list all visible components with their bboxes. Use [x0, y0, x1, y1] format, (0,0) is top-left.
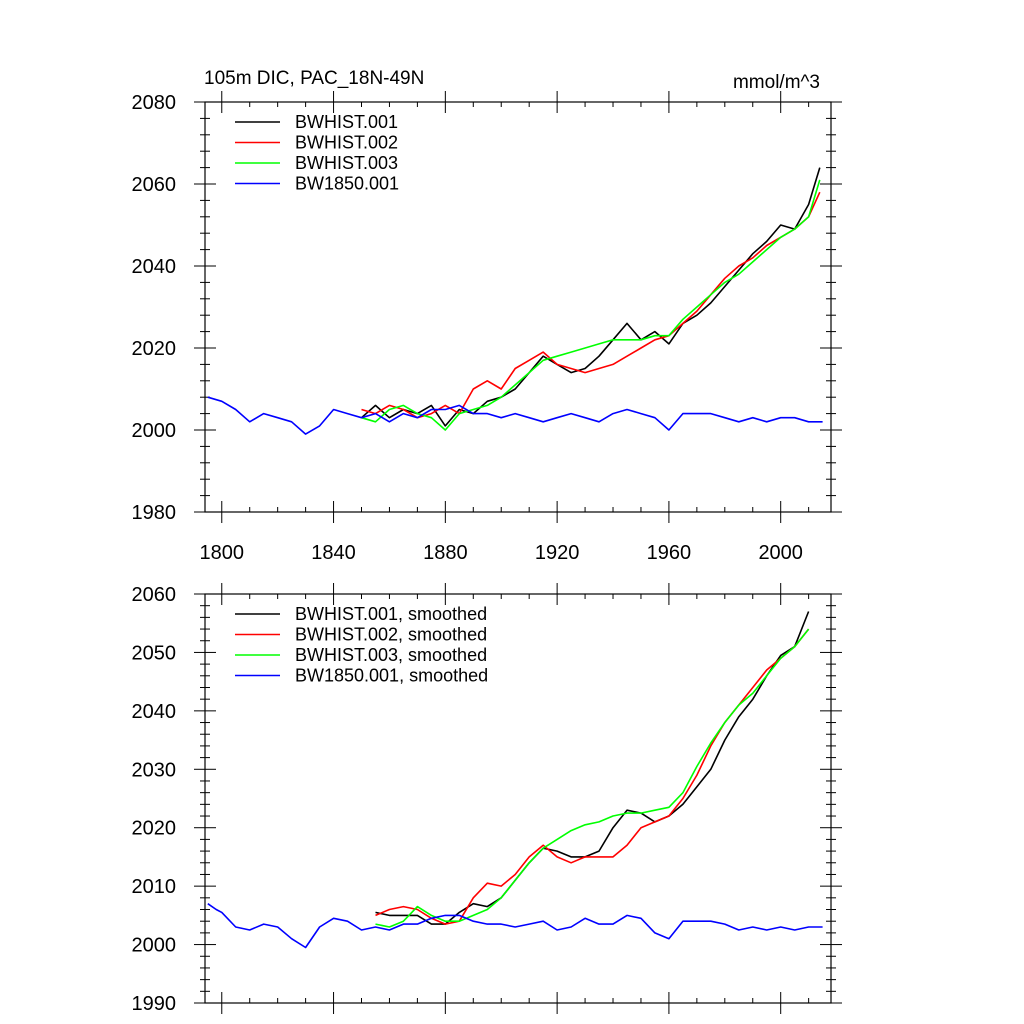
- x-tick-label: 1960: [647, 542, 692, 564]
- series-line-3: [375, 628, 810, 928]
- legend-label: BWHIST.002: [295, 133, 398, 153]
- top-axes: 1800 1840 1880 1920 1960 2000 1980 2000 2020 2040…: [132, 91, 842, 564]
- series-line-4: [207, 903, 823, 949]
- bottom-axes: 1990 2000 2010 2020 2030 2040 2050 2060: [132, 583, 842, 1015]
- bottom-plot-area: [207, 611, 823, 949]
- chart-title: 105m DIC, PAC_18N-49N: [204, 68, 424, 89]
- y-tick-label: 2050: [132, 642, 177, 664]
- legend-label: BWHIST.003, smoothed: [295, 645, 487, 665]
- y-tick-label: 2000: [132, 420, 177, 442]
- series-line-4: [207, 396, 823, 435]
- y-tick-label: 2000: [132, 935, 177, 957]
- plot-frame: [204, 593, 832, 1004]
- y-tick-label: 2040: [132, 256, 177, 278]
- series-line-1: [375, 611, 810, 925]
- y-tick-label: 1990: [132, 993, 177, 1015]
- units-label: mmol/m^3: [733, 72, 820, 93]
- y-tick-label: 2020: [132, 818, 177, 840]
- y-tick-label: 1980: [132, 502, 177, 524]
- legend-label: BWHIST.002, smoothed: [295, 625, 487, 645]
- x-tick-label: 1880: [423, 542, 468, 564]
- x-tick-label: 1840: [311, 542, 356, 564]
- legend-label: BW1850.001, smoothed: [295, 666, 488, 686]
- y-tick-label: 2010: [132, 876, 177, 898]
- legend-label: BWHIST.001, smoothed: [295, 604, 487, 624]
- y-tick-label: 2030: [132, 759, 177, 781]
- top-panel: 105m DIC, PAC_18N-49N mmol/m^3 1800 1840 1…: [132, 68, 842, 564]
- x-tick-label: 1920: [535, 542, 580, 564]
- y-tick-label: 2020: [132, 338, 177, 360]
- y-tick-label: 2060: [132, 174, 177, 196]
- x-tick-label: 1800: [200, 542, 245, 564]
- legend-label: BWHIST.001: [295, 112, 398, 132]
- bottom-panel: 1990 2000 2010 2020 2030 2040 2050 2060 BWHIST.…: [132, 583, 842, 1015]
- y-tick-label: 2080: [132, 92, 177, 114]
- y-tick-label: 2060: [132, 584, 177, 606]
- legend-label: BW1850.001: [295, 174, 399, 194]
- y-tick-label: 2040: [132, 701, 177, 723]
- legend-label: BWHIST.003: [295, 153, 398, 173]
- x-tick-label: 2000: [758, 542, 803, 564]
- series-line-3: [361, 179, 821, 431]
- plot-frame: [204, 101, 832, 513]
- top-plot-area: [207, 167, 823, 435]
